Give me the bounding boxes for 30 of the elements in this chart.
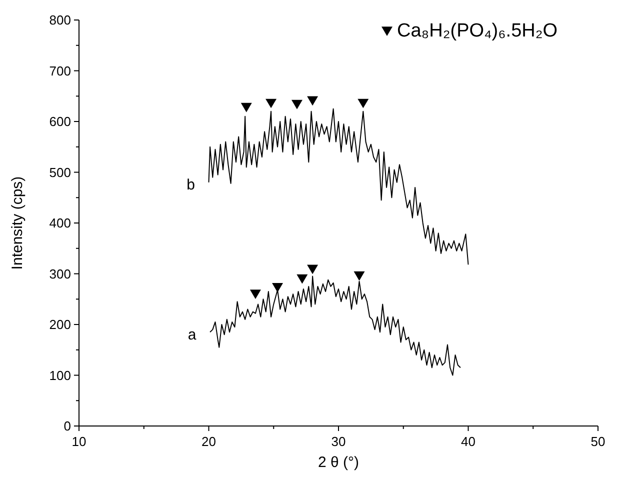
x-tick-label: 50 <box>590 434 606 449</box>
annotation: b <box>186 176 195 194</box>
x-tick-label: 40 <box>461 434 476 449</box>
line-series <box>208 108 469 266</box>
annotation: a <box>188 326 197 344</box>
point <box>240 102 252 112</box>
point <box>272 283 284 292</box>
point <box>250 290 261 299</box>
legend-label: Ca₈H₂(PO₄)₆.5H₂O <box>397 20 558 42</box>
point <box>266 98 277 108</box>
y-tick-label: 500 <box>49 164 71 180</box>
y-tick-label: 300 <box>49 266 71 282</box>
y-tick-label: 400 <box>49 216 71 231</box>
y-tick-label: 200 <box>49 317 71 332</box>
point <box>296 274 308 284</box>
x-tick-label: 10 <box>72 434 86 449</box>
y-tick-label: 100 <box>49 368 71 383</box>
y-axis-title: Intensity (cps) <box>9 176 26 270</box>
y-tick-label: 0 <box>64 418 71 434</box>
point <box>307 96 318 106</box>
y-tick-label: 800 <box>49 12 71 28</box>
point <box>354 271 365 281</box>
x-tick-label: 20 <box>202 434 216 449</box>
point <box>358 98 369 108</box>
y-tick-label: 600 <box>49 114 71 130</box>
point <box>291 100 302 110</box>
x-axis-title: 2 θ (°) <box>318 454 360 471</box>
x-tick-label: 30 <box>331 434 346 449</box>
point <box>307 264 318 274</box>
y-tick-label: 700 <box>49 63 71 78</box>
